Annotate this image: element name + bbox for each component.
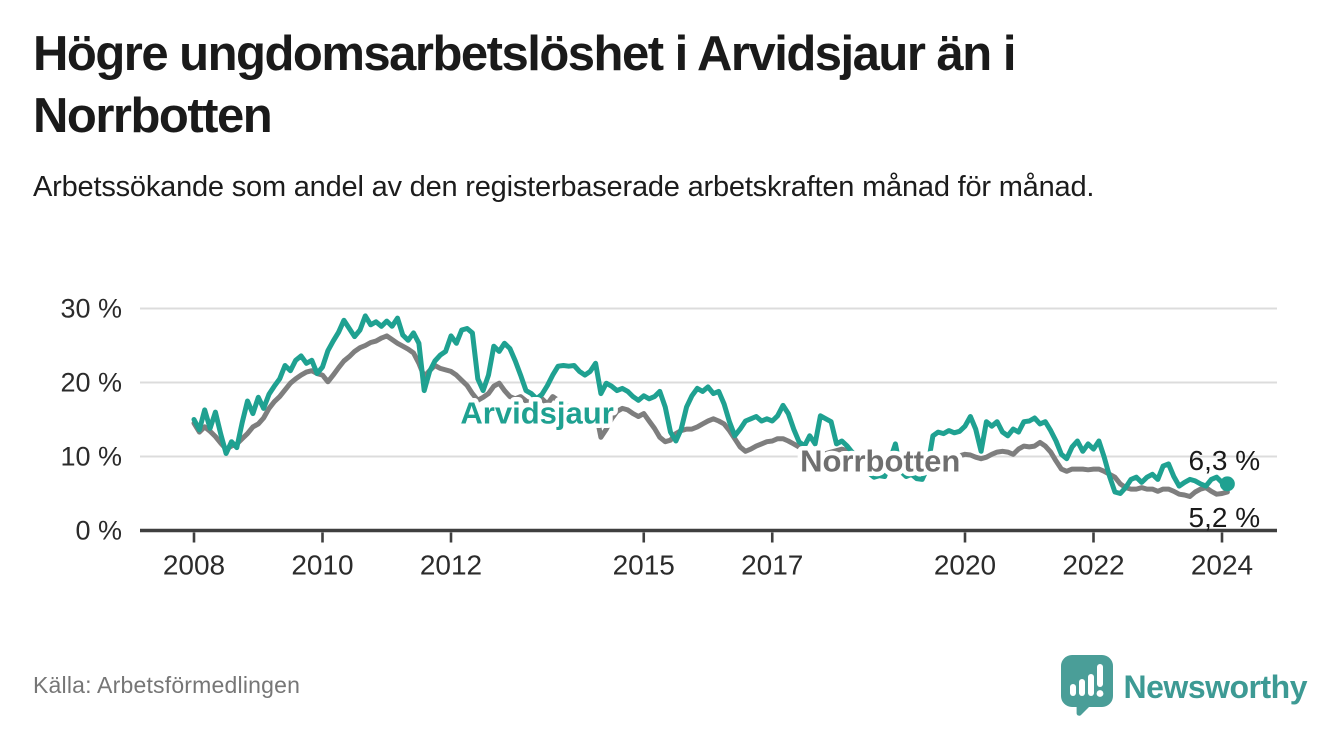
x-tick-label: 2008 (163, 550, 225, 581)
chart-subtitle: Arbetssökande som andel av den registerb… (33, 171, 1095, 203)
x-tick-label: 2015 (613, 550, 675, 581)
x-tick-label: 2012 (420, 550, 482, 581)
gridlines (140, 307, 1277, 458)
newsworthy-logo: Newsworthy (1060, 654, 1308, 721)
y-tick-label: 20 % (60, 368, 122, 398)
end-value-label-arvidsjaur: 6,3 % (1189, 445, 1261, 476)
x-tick-label: 2020 (934, 550, 996, 581)
series-label-arvidsjaur: Arvidsjaur (460, 396, 613, 431)
y-tick-label: 30 % (60, 294, 122, 324)
series-label-norrbotten: Norrbotten (800, 444, 960, 479)
x-tick-label: 2010 (291, 550, 353, 581)
x-tick-label: 2017 (741, 550, 803, 581)
x-tick-label: 2024 (1191, 550, 1253, 581)
x-tick-label: 2022 (1062, 550, 1124, 581)
page-title: Högre ungdomsarbetslöshet i Arvidsjaur ä… (33, 27, 1016, 143)
source-credit: Källa: Arbetsförmedlingen (33, 672, 301, 698)
y-tick-label: 10 % (60, 442, 122, 472)
line-norrbotten (191, 333, 1230, 499)
y-axis-labels: 0 % 10 % 20 % 30 % (60, 294, 122, 546)
line-arvidsjaur (191, 313, 1230, 496)
end-dot-arvidsjaur (1219, 476, 1235, 492)
brand-wordmark: Newsworthy (1123, 669, 1308, 705)
x-axis: 2008 2010 2012 2015 2017 2020 2022 2024 (140, 528, 1277, 581)
y-tick-label: 0 % (75, 516, 122, 546)
end-value-label-norrbotten: 5,2 % (1189, 502, 1261, 533)
speech-bubble-bar-chart-icon (1060, 654, 1114, 721)
